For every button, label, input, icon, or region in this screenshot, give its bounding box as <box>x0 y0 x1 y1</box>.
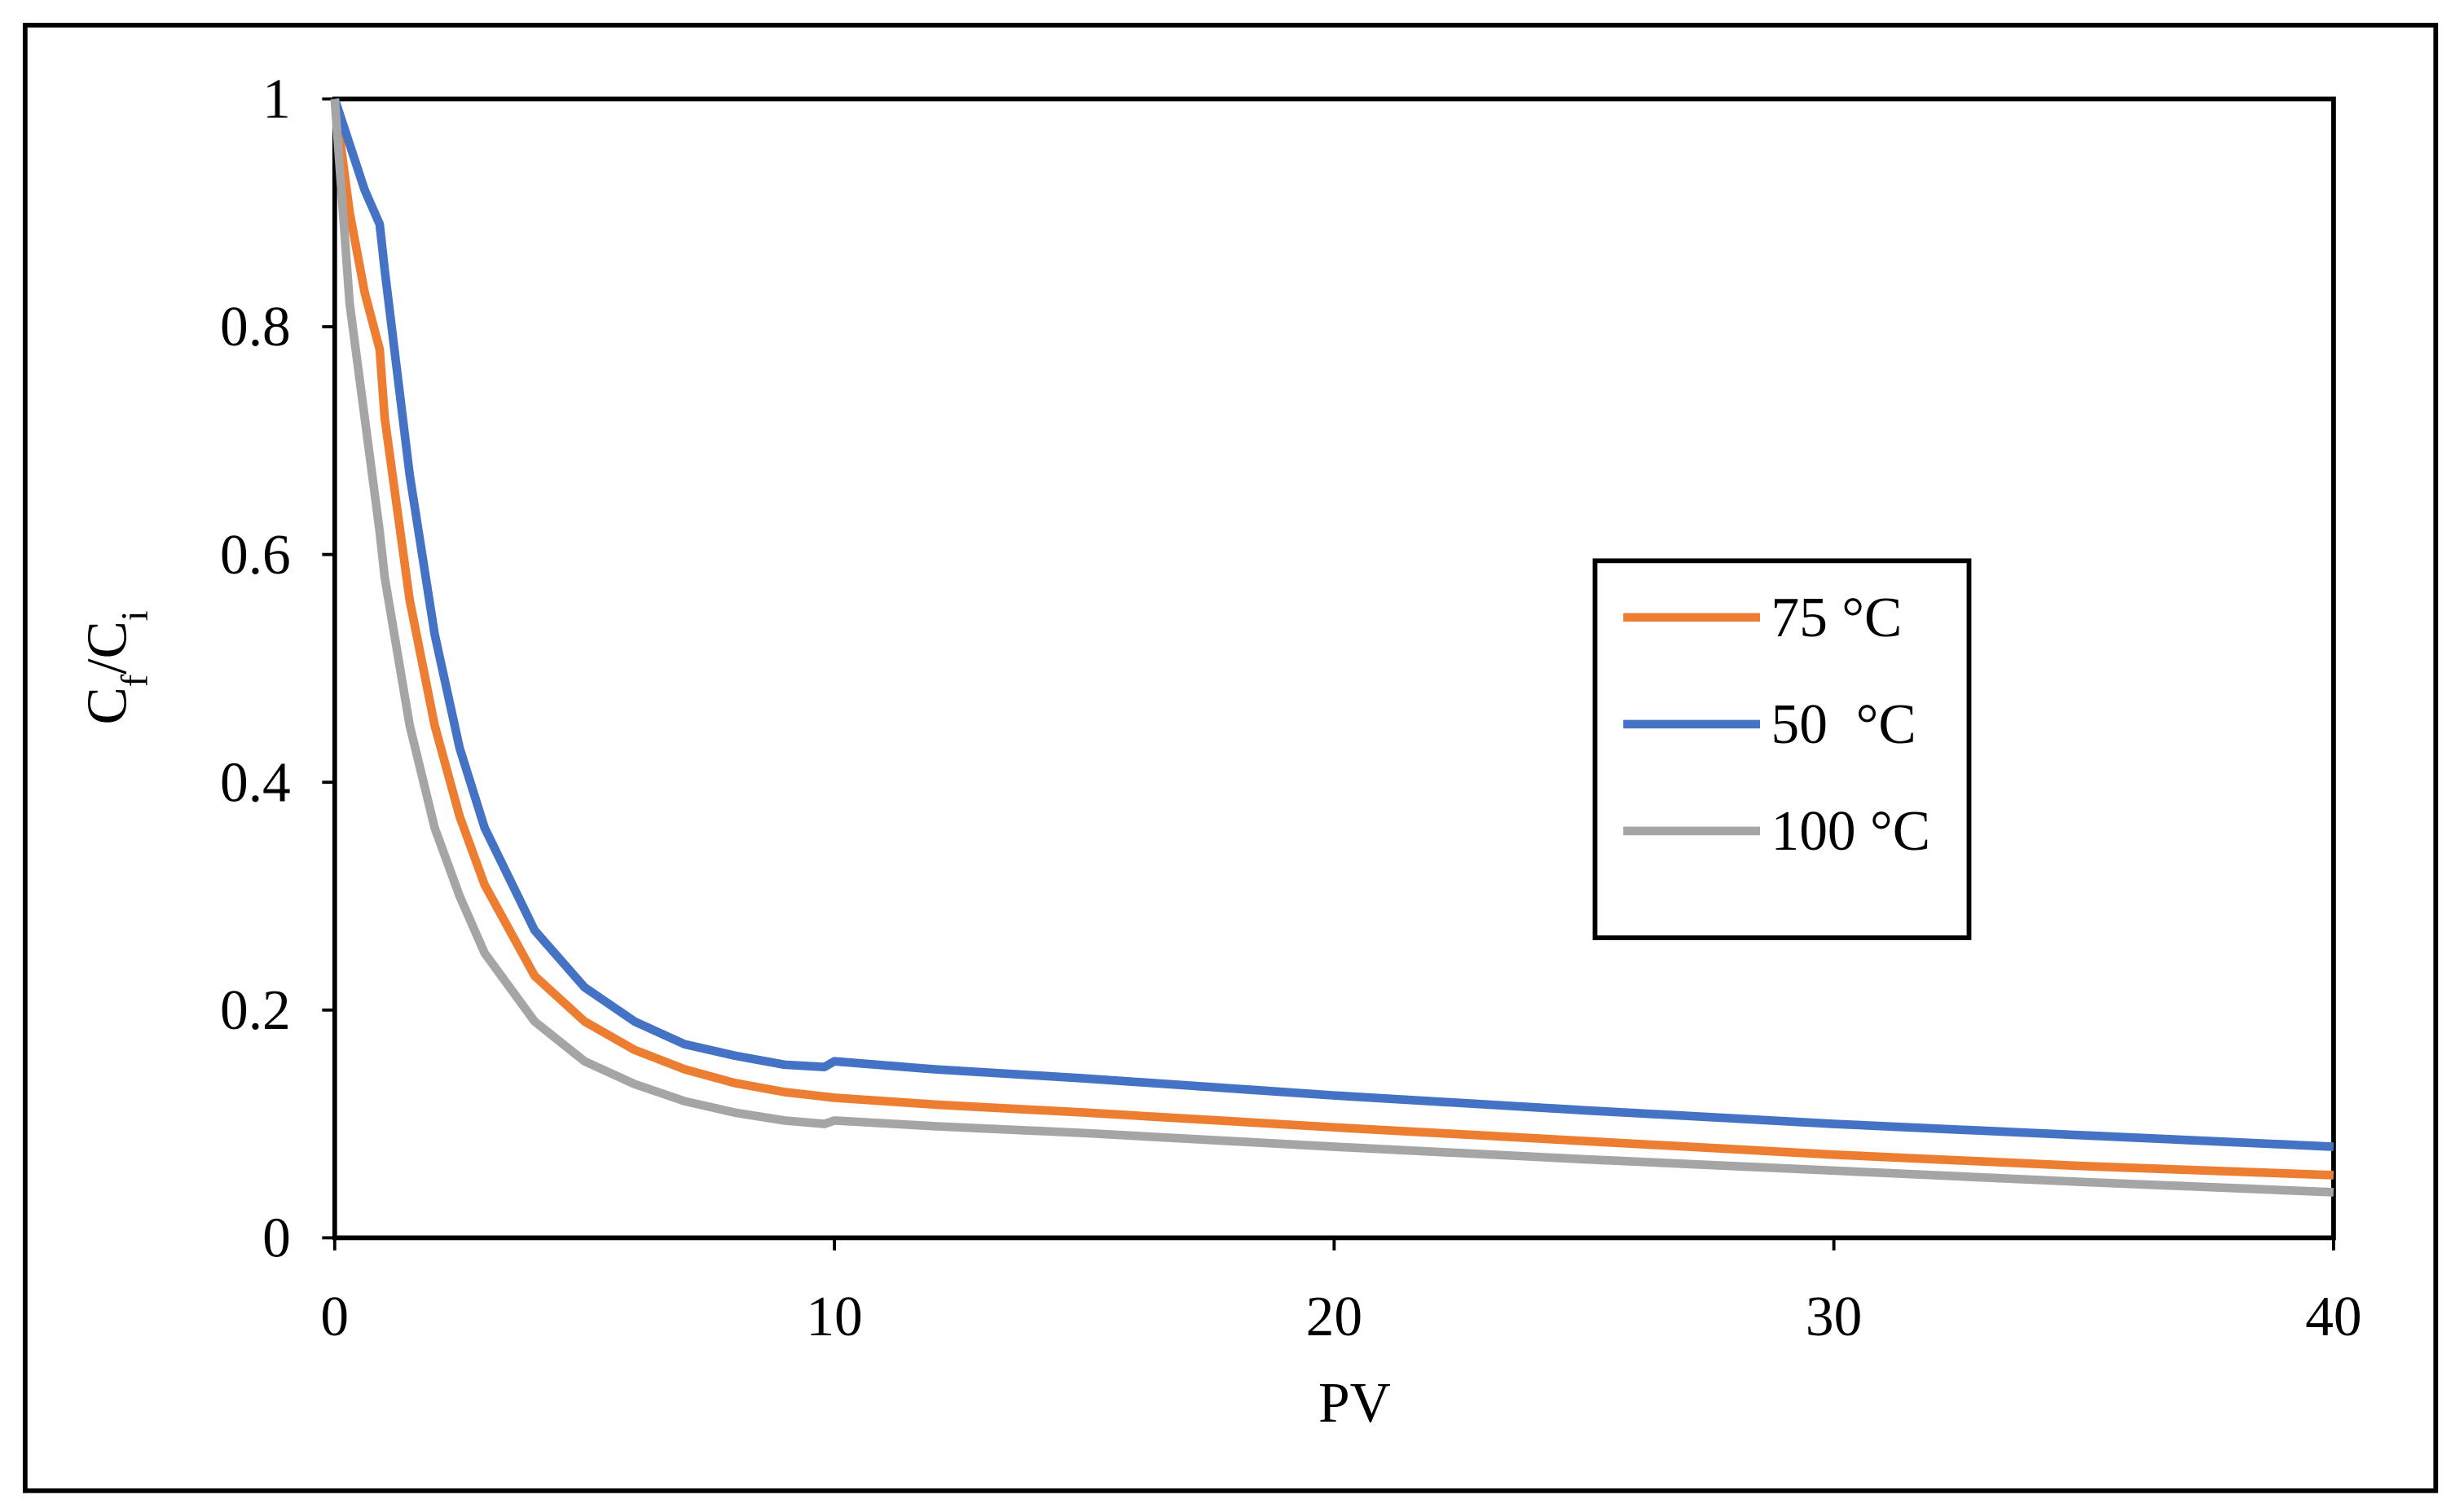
y-tick-label: 0 <box>262 1207 291 1270</box>
x-tick-label: 0 <box>320 1286 349 1348</box>
y-tick-label: 0.2 <box>220 979 291 1042</box>
chart-border <box>22 22 2439 1493</box>
y-label-part: /C <box>76 621 139 675</box>
series-line <box>330 99 2334 1197</box>
x-tick-label: 40 <box>2305 1286 2361 1348</box>
legend-label: 75 °C <box>1771 587 1902 649</box>
x-tick-label: 30 <box>1806 1286 1862 1348</box>
legend-label: 50 °C <box>1771 693 1916 756</box>
series-line <box>330 98 2334 1180</box>
series-line <box>330 97 2334 1151</box>
y-tick-label: 0.8 <box>220 296 291 358</box>
x-tick-label: 10 <box>806 1286 862 1348</box>
y-axis-label: Cf/Ci <box>76 610 156 724</box>
y-tick-label: 0.6 <box>220 524 291 587</box>
y-tick-label: 1 <box>262 68 291 131</box>
y-label-sub: f <box>114 674 156 687</box>
y-label-sub: i <box>114 610 156 621</box>
legend-label: 100 °C <box>1771 800 1930 863</box>
x-tick-label: 20 <box>1306 1286 1362 1348</box>
y-tick-label: 0.4 <box>220 751 291 814</box>
y-label-part: C <box>76 687 139 724</box>
legend-box <box>1592 558 1972 940</box>
x-axis-label: PV <box>1318 1372 1391 1435</box>
